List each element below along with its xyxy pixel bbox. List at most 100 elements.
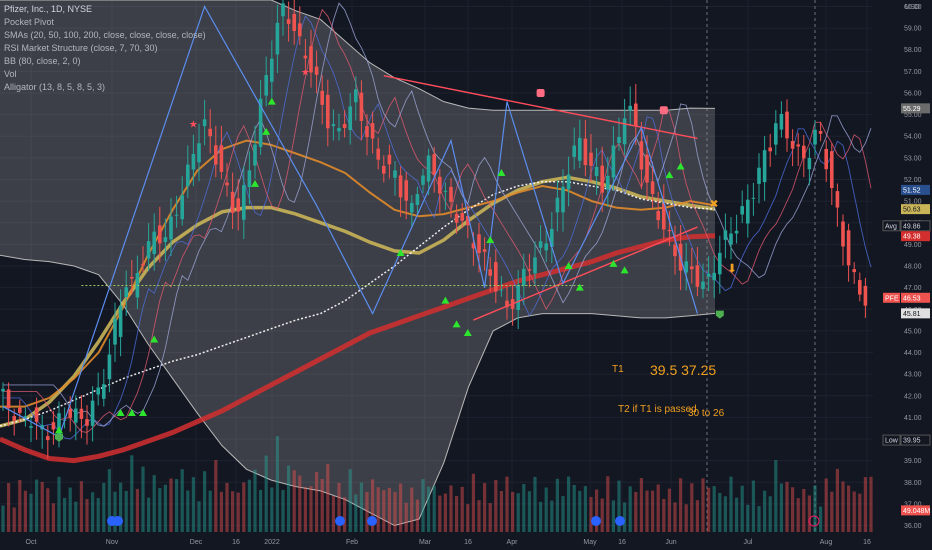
time-axis-tick: Oct [26, 539, 37, 546]
candle-body [18, 407, 22, 413]
price-tag-box [901, 292, 930, 303]
price-tag: 45.81 [903, 311, 921, 318]
volume-bar [544, 487, 548, 532]
candle-body [292, 13, 296, 32]
buy-signal-marker [55, 426, 63, 434]
volume-bar [617, 480, 621, 532]
price-axis-tick: 56.00 [904, 90, 922, 97]
candle-body [163, 237, 168, 242]
time-axis-tick: Aug [820, 539, 833, 546]
price-tag-box [901, 231, 930, 242]
candle-body [622, 118, 627, 145]
volume-bar [410, 487, 414, 532]
candle-body [790, 141, 795, 149]
candle-body [382, 165, 386, 174]
buy-signal-marker [497, 169, 506, 177]
volume-bar [830, 491, 834, 532]
candle-body [426, 155, 431, 182]
volume-bar [835, 468, 839, 532]
time-axis[interactable]: Oct Nov Dec 16 2022 Feb Mar 16 Apr May 16 Jun Jul Aug… [0, 532, 932, 550]
price-tag-box [882, 434, 901, 446]
candle-body [264, 75, 268, 96]
legend-indicator[interactable]: RSI Market Structure (close, 7, 70, 30) [4, 43, 158, 53]
volume-bar [382, 490, 386, 532]
price-axis-tick: 43.00 [904, 372, 922, 379]
candle-body [191, 153, 196, 170]
candle-body [51, 422, 56, 430]
volume-bar [611, 500, 615, 532]
volume-bar [303, 487, 307, 532]
volume-bar [331, 495, 335, 532]
volume-bar [287, 465, 291, 532]
price-axis-tick: 57.00 [904, 69, 922, 76]
price-axis[interactable]: 36.0037.0038.0039.0040.0041.0042.0043.00… [873, 0, 932, 550]
volume-bar [746, 504, 750, 532]
candle-body [348, 106, 352, 130]
buy-signal-marker [396, 249, 405, 257]
candle-body [617, 136, 621, 143]
volume-bar [203, 471, 207, 532]
candle-body [762, 150, 767, 183]
volume-bar [35, 479, 39, 532]
price-tag: Low [885, 438, 899, 445]
legend-title[interactable]: Pfizer, Inc., 1D, NYSE [4, 4, 93, 14]
candle-body [841, 221, 845, 247]
candle-body [146, 241, 151, 259]
volume-bar [735, 497, 739, 532]
volume-bar [51, 503, 55, 532]
trendlines [2, 5, 698, 438]
time-axis-tick: Nov [106, 539, 119, 546]
candle-body [488, 269, 492, 276]
candle-body [46, 436, 50, 441]
candle-body [516, 284, 520, 310]
time-axis-tick: Apr [507, 539, 519, 546]
legend-indicator[interactable]: Pocket Pivot [4, 17, 55, 27]
candle-body [23, 416, 28, 418]
candle-body [482, 249, 487, 252]
legend-indicator[interactable]: Alligator (13, 8, 5, 8, 5, 3) [4, 82, 106, 92]
candle-body [96, 387, 100, 395]
candle-body [645, 154, 649, 183]
candle-body [85, 419, 89, 426]
candle-body [813, 129, 817, 145]
candle-body [79, 408, 84, 419]
volume-bar [214, 460, 218, 532]
candle-body [527, 269, 532, 271]
volume-bar [113, 491, 117, 532]
volume-bar [169, 478, 173, 532]
volume-bar [46, 488, 50, 532]
buy-signal-marker [620, 266, 629, 274]
legend-indicator[interactable]: Vol [4, 69, 17, 79]
legend-indicator[interactable]: BB (80, close, 2, 0) [4, 56, 81, 66]
legend-indicator[interactable]: SMAs (20, 50, 100, 200, close, close, cl… [4, 30, 206, 40]
candle-body [690, 266, 694, 270]
price-axis-tick: 45.00 [904, 328, 922, 335]
price-tag: 50.63 [903, 207, 921, 214]
candle-body [846, 230, 851, 266]
candle-body [68, 408, 72, 418]
time-axis-tick: Dec [190, 539, 203, 546]
candle-body [253, 144, 257, 166]
price-axis-tick: 58.00 [904, 47, 922, 54]
candle-body [219, 145, 224, 172]
candle-body [746, 199, 750, 224]
price-axis-tick: 51.00 [904, 199, 922, 206]
candle-body [74, 408, 78, 423]
volume-bar [539, 501, 543, 532]
volume-bar [863, 477, 867, 532]
volume-bar [270, 487, 274, 532]
candle-body [376, 148, 380, 160]
candle-body [432, 154, 436, 176]
volume-bar [432, 485, 436, 532]
volume-bar [471, 473, 475, 532]
buy-signal-marker [609, 259, 618, 267]
volume-bar [813, 485, 817, 532]
candle-body [639, 141, 644, 170]
candle-body [141, 263, 145, 266]
volume-bar [634, 491, 638, 532]
volume-bar [147, 497, 151, 532]
volume-bar [79, 481, 83, 532]
buy-signal-marker [262, 127, 271, 135]
candle-body [12, 416, 16, 421]
